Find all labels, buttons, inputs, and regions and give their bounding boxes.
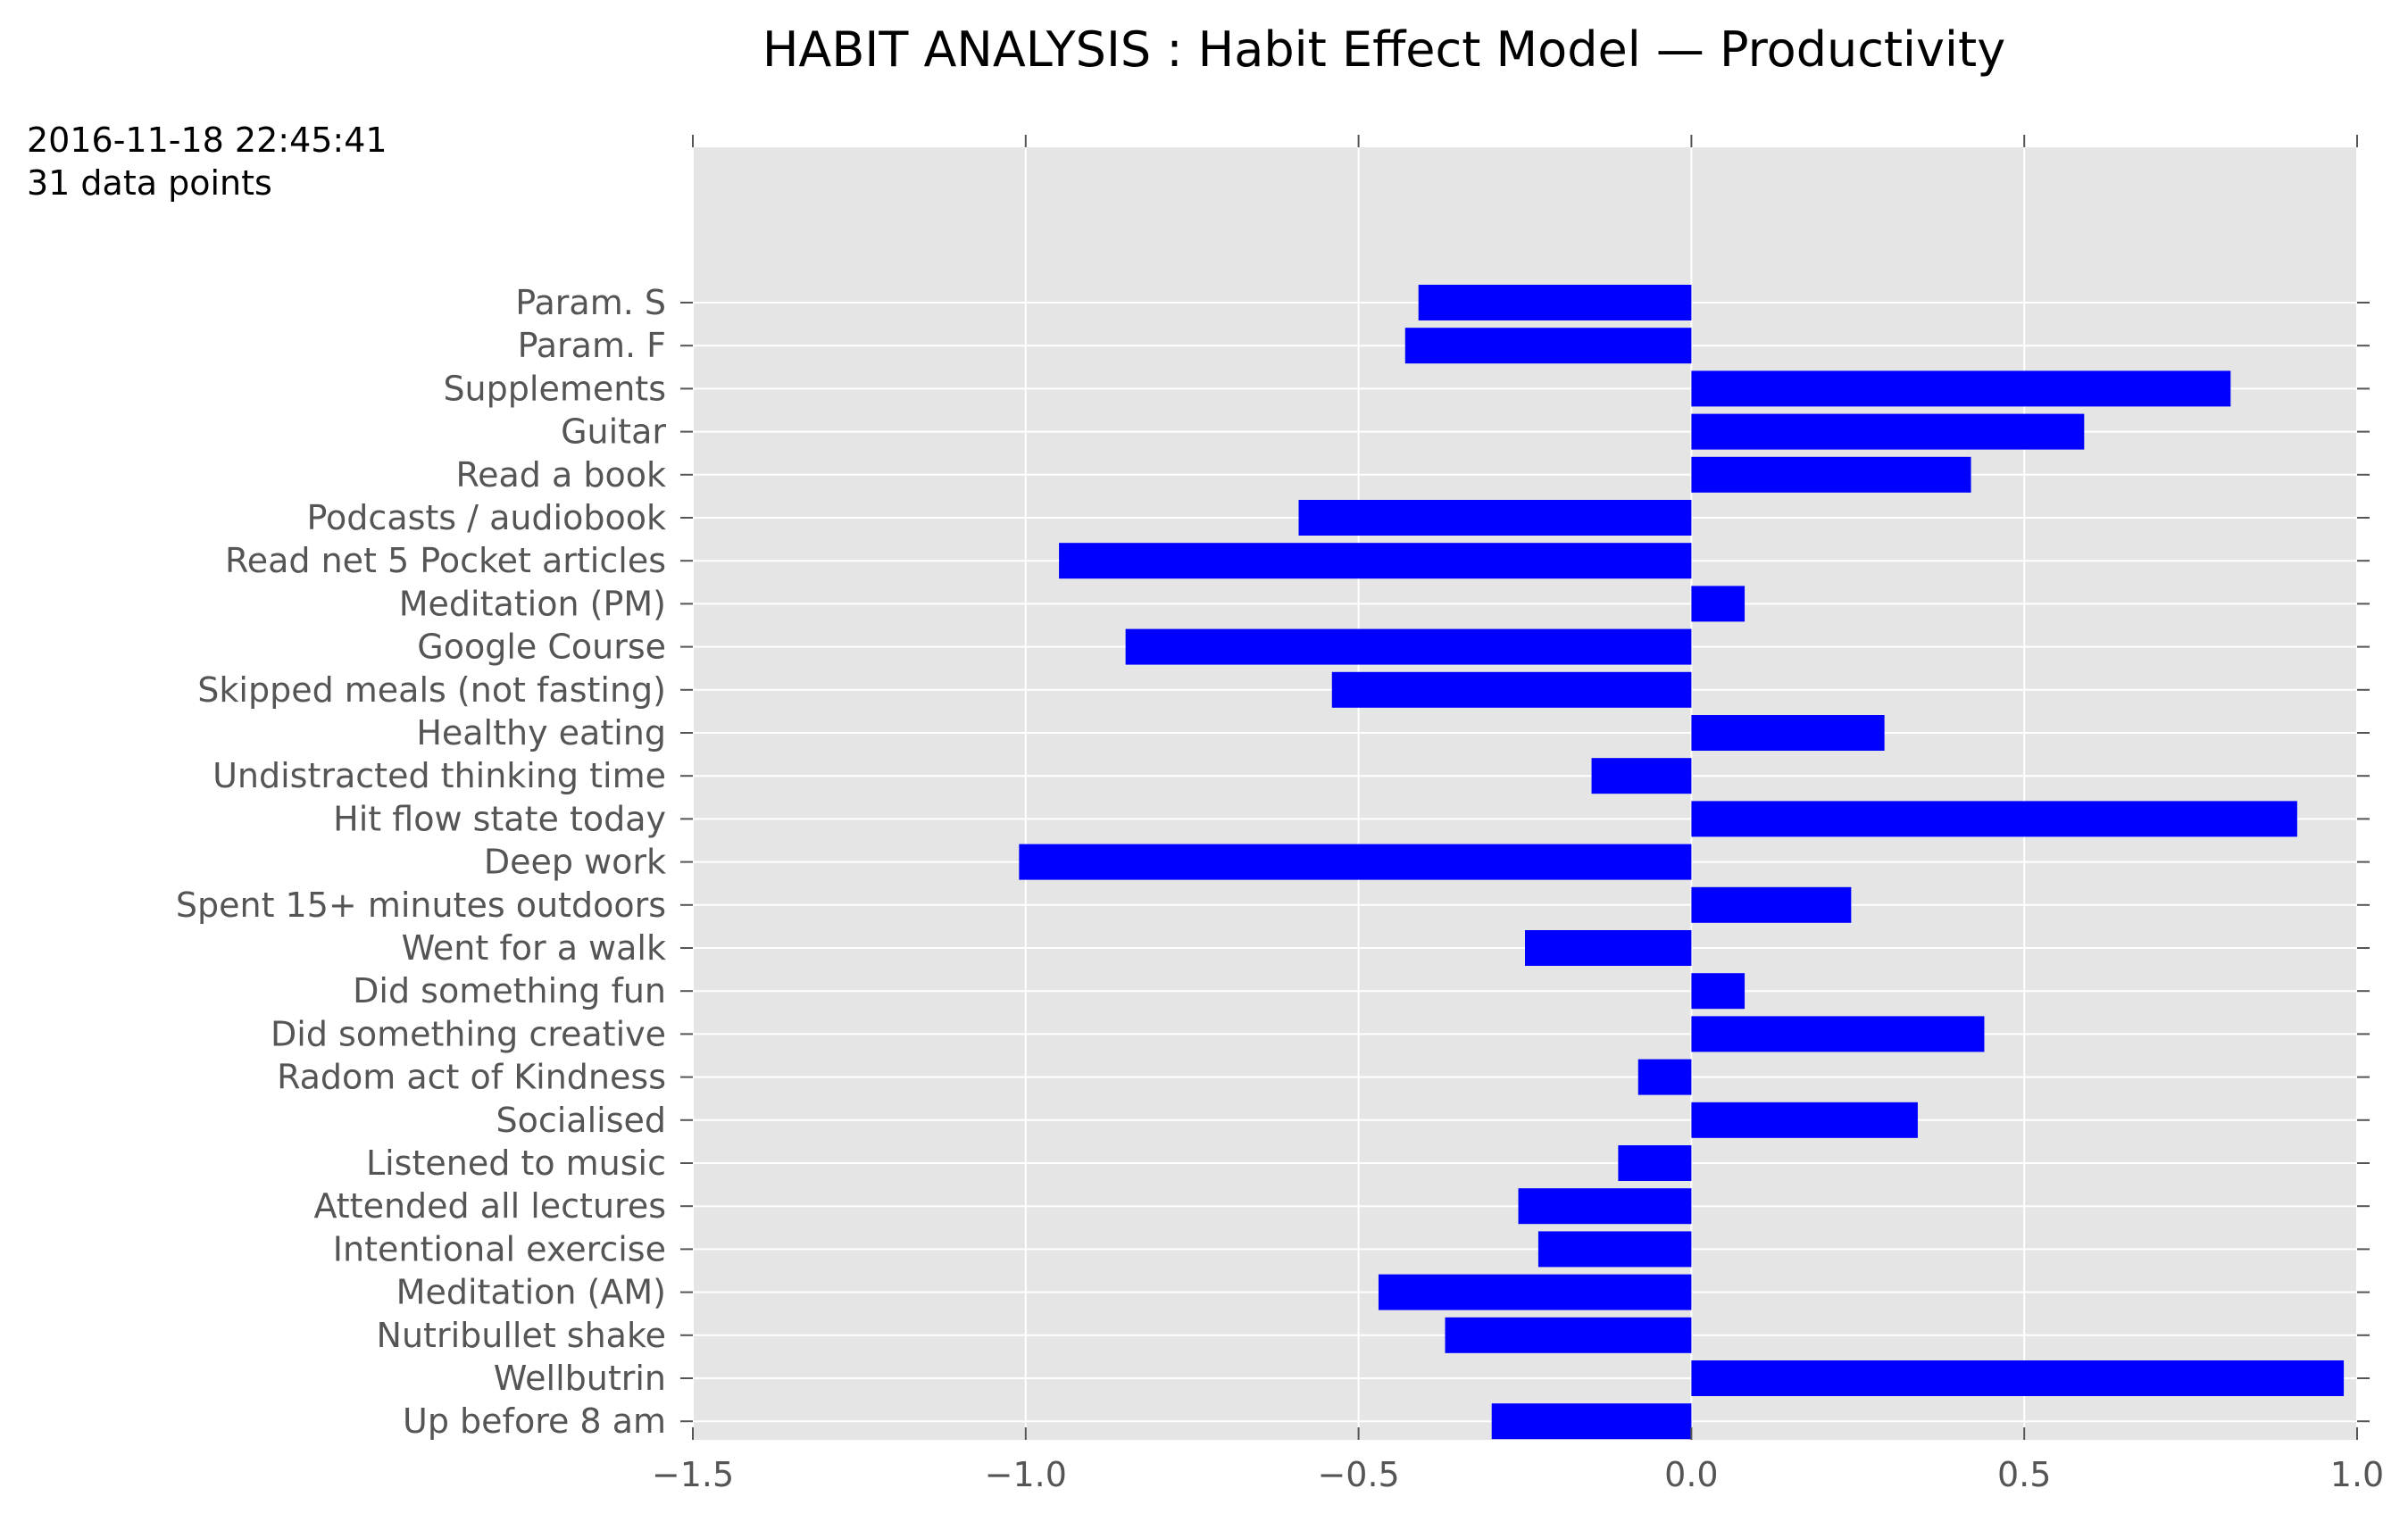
y-category-label: Listened to music [366, 1143, 666, 1183]
chart-title: HABIT ANALYSIS : Habit Effect Model — Pr… [762, 21, 2005, 78]
bar-did-something-fun [1691, 973, 1746, 1010]
bar-hit-flow-state-today [1691, 801, 2297, 837]
x-tick-label: 0.5 [1997, 1455, 2051, 1494]
bar-google-course [1125, 628, 1692, 665]
y-category-label: Supplements [443, 369, 666, 408]
bar-param-s [1418, 285, 1692, 320]
bar-nutribullet-shake [1445, 1317, 1692, 1353]
bar-radom-act-of-kindness [1637, 1059, 1692, 1095]
y-category-label: Deep work [484, 843, 666, 882]
y-category-label: Skipped meals (not fasting) [197, 670, 666, 710]
x-tick-label: 1.0 [2330, 1455, 2384, 1494]
bar-skipped-meals-not-fasting [1331, 671, 1692, 708]
bar-podcasts-audiobook [1298, 500, 1692, 536]
bar-param-f [1404, 328, 1692, 364]
bar-intentional-exercise [1537, 1231, 1692, 1268]
y-category-label: Guitar [561, 412, 666, 452]
axis-labels: −1.5 −1.0 −0.5 0.0 0.5 1.0 Param. S Param. F Sup… [176, 283, 2384, 1494]
y-category-label: Did something creative [271, 1014, 666, 1053]
y-category-label: Went for a walk [402, 928, 666, 968]
x-tick-label: −1.5 [652, 1455, 734, 1494]
bar-did-something-creative [1691, 1016, 1985, 1052]
bars [1019, 285, 2345, 1440]
y-category-label: Intentional exercise [333, 1229, 666, 1268]
y-category-label: Meditation (AM) [396, 1273, 666, 1312]
y-category-label: Hit flow state today [333, 799, 666, 838]
data-points-label: 31 data points [27, 163, 272, 203]
bar-healthy-eating [1691, 715, 1885, 751]
x-tick-label: −0.5 [1317, 1455, 1399, 1494]
y-category-label: Meditation (PM) [399, 584, 666, 623]
y-category-label: Healthy eating [416, 713, 666, 753]
bar-meditation-pm [1691, 586, 1746, 622]
x-tick-label: −1.0 [985, 1455, 1067, 1494]
y-category-label: Param. S [515, 283, 666, 322]
bar-undistracted-thinking-time [1591, 758, 1692, 794]
bar-meditation-am [1378, 1274, 1692, 1310]
y-category-label: Socialised [496, 1101, 666, 1140]
bar-read-a-book [1691, 456, 1971, 493]
bar-supplements [1691, 370, 2231, 407]
bar-guitar [1691, 413, 2085, 450]
y-category-label: Podcasts / audiobook [307, 498, 667, 537]
y-category-label: Up before 8 am [403, 1401, 666, 1441]
bar-listened-to-music [1618, 1145, 1692, 1181]
y-category-label: Undistracted thinking time [212, 756, 666, 795]
y-category-label: Spent 15+ minutes outdoors [176, 886, 666, 925]
bar-read-net-5-pocket-articles [1059, 543, 1692, 579]
bar-wellbutrin [1691, 1360, 2345, 1396]
y-category-label: Read a book [455, 455, 666, 495]
bar-spent-15-minutes-outdoors [1691, 886, 1852, 923]
axis-ticks [680, 135, 2370, 1440]
bar-went-for-a-walk [1525, 930, 1692, 966]
y-category-label: Wellbutrin [494, 1359, 666, 1398]
bar-deep-work [1019, 844, 1692, 880]
y-category-label: Radom act of Kindness [277, 1058, 666, 1097]
y-category-label: Param. F [518, 326, 666, 365]
x-tick-label: 0.0 [1664, 1455, 1718, 1494]
y-category-label: Nutribullet shake [377, 1316, 666, 1355]
timestamp-label: 2016-11-18 22:45:41 [27, 121, 387, 160]
y-category-label: Google Course [417, 628, 666, 667]
bar-socialised [1691, 1102, 1918, 1138]
y-category-label: Did something fun [353, 971, 666, 1010]
y-category-label: Read net 5 Pocket articles [225, 541, 666, 580]
y-category-label: Attended all lectures [313, 1186, 666, 1226]
bar-attended-all-lectures [1518, 1188, 1692, 1225]
bar-up-before-8-am [1491, 1403, 1692, 1440]
